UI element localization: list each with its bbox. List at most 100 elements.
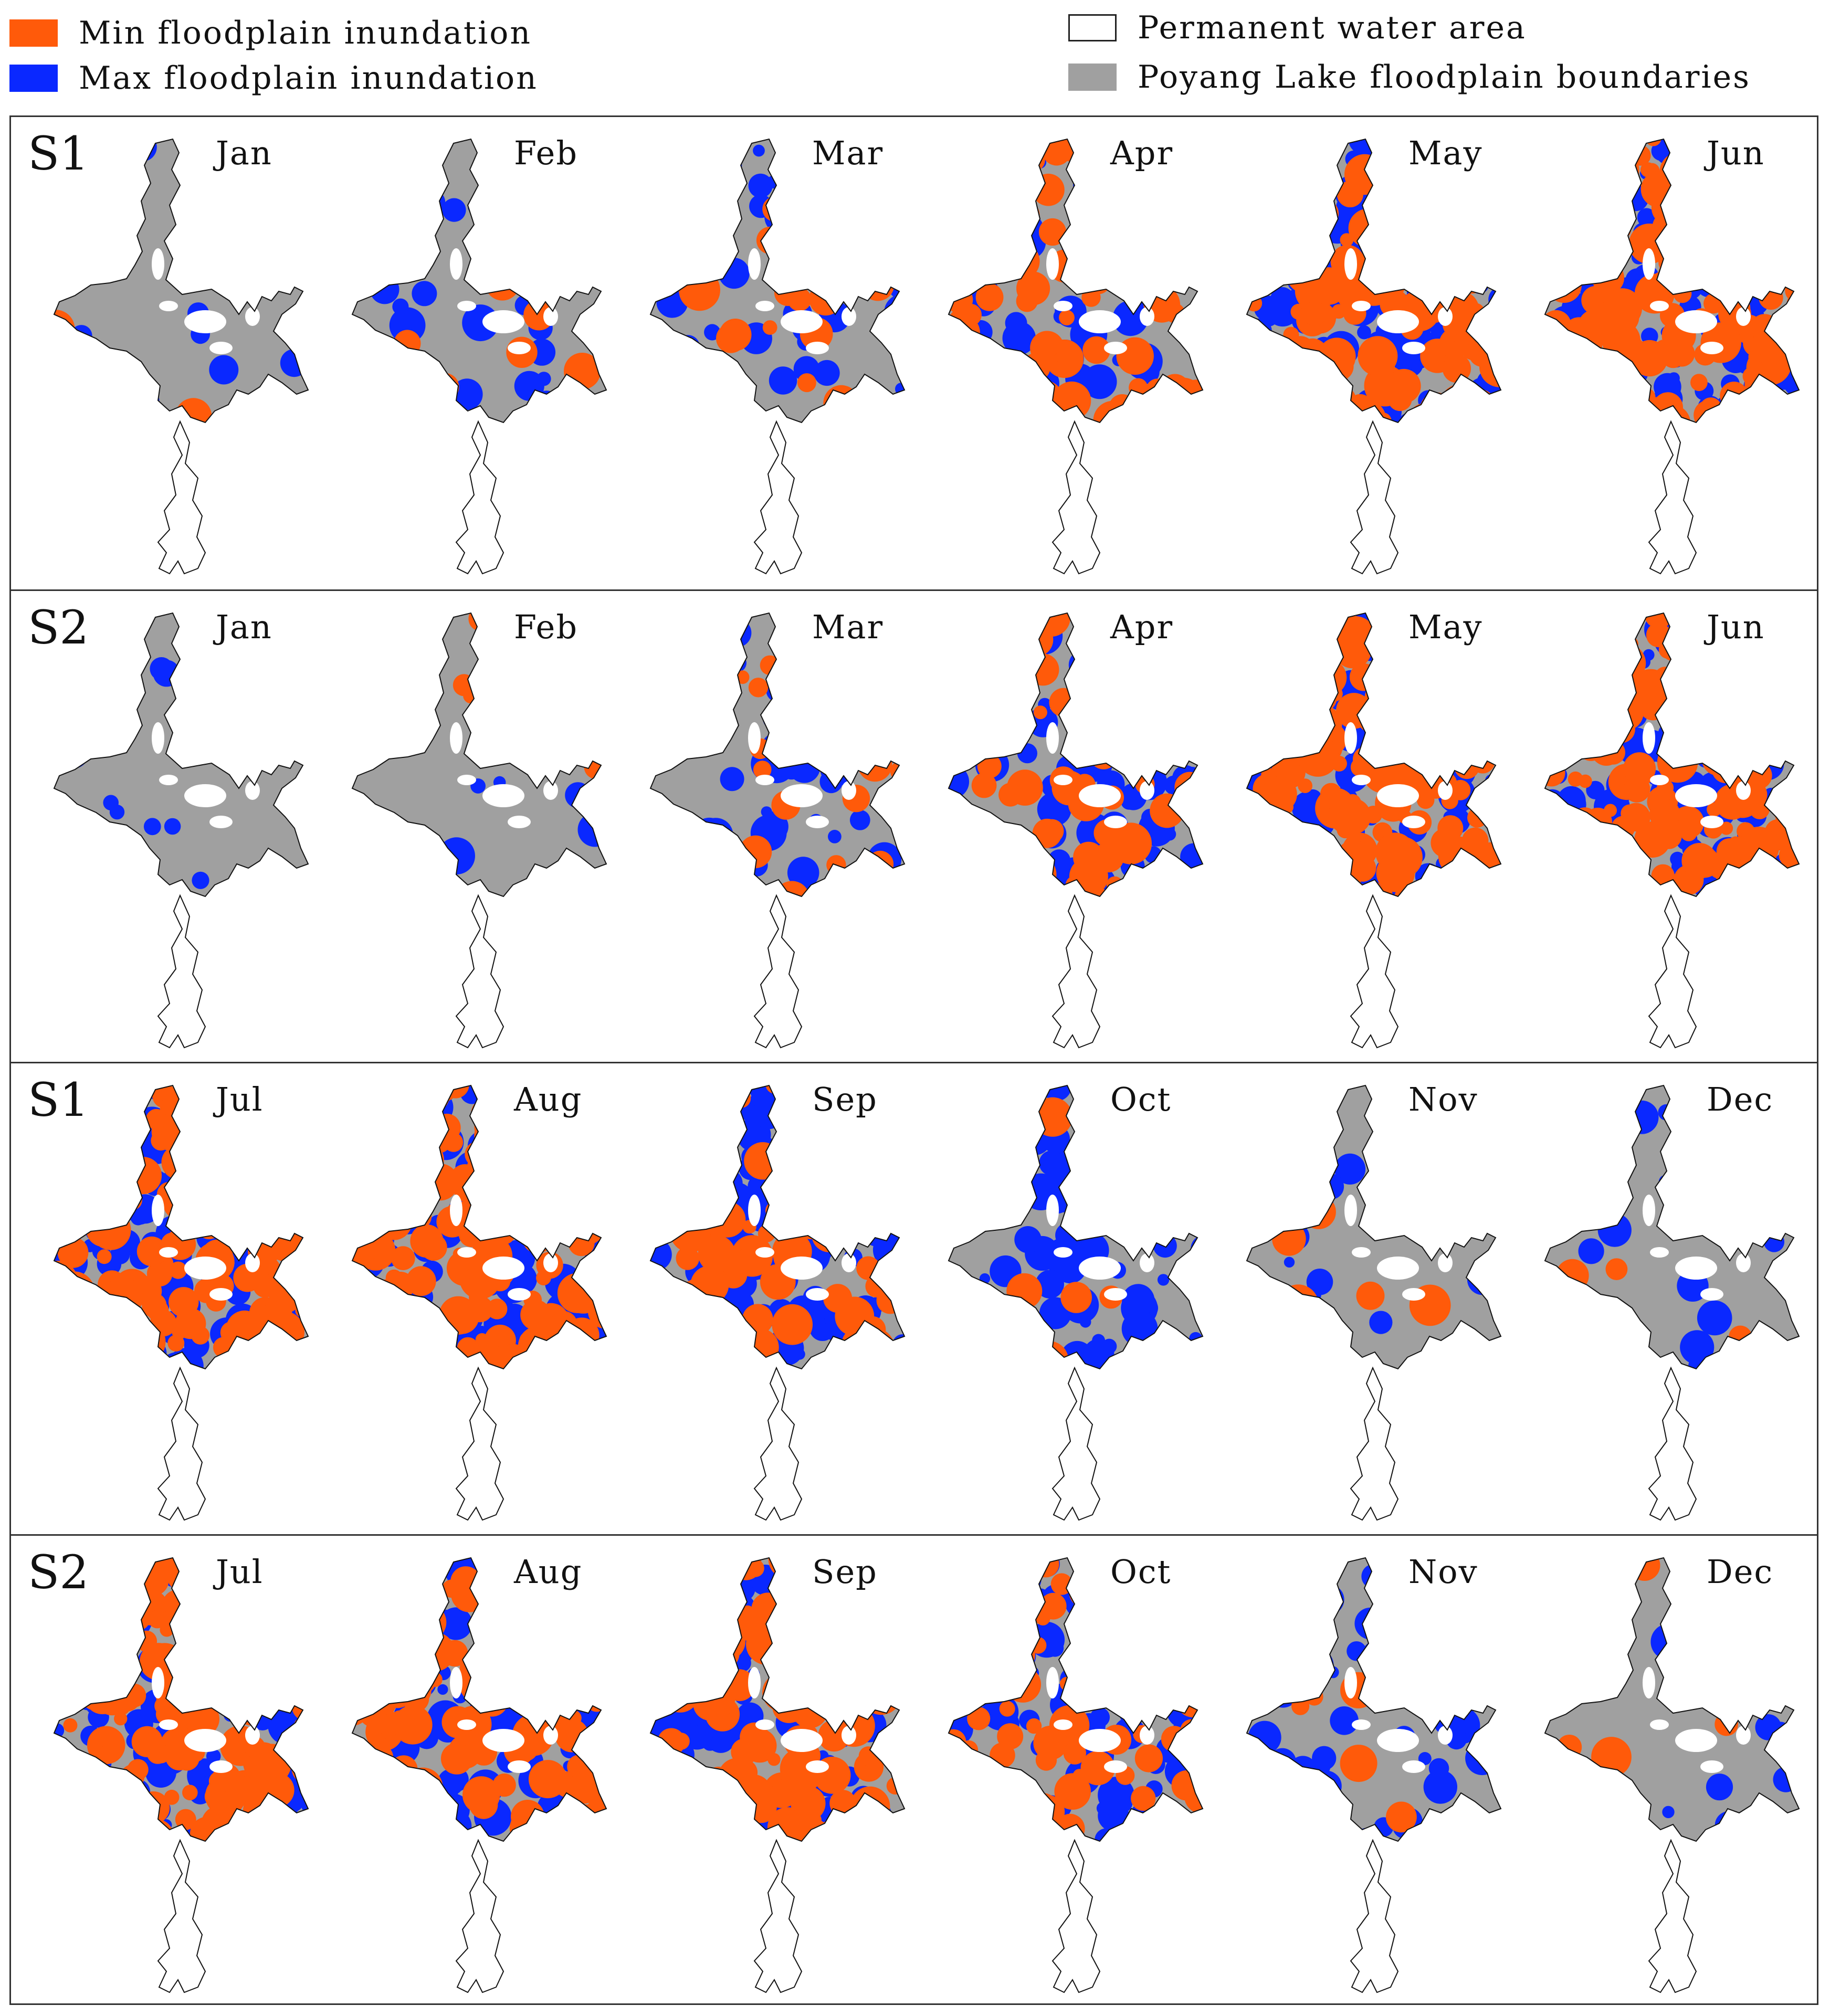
max-inundation-patch bbox=[1007, 722, 1018, 733]
max-inundation-patch bbox=[1387, 1641, 1406, 1660]
max-inundation-patch bbox=[1011, 1666, 1027, 1682]
min-inundation-patch bbox=[1716, 838, 1743, 865]
min-inundation-patch bbox=[703, 1825, 742, 1841]
max-inundation-patch bbox=[250, 1150, 275, 1176]
max-inundation-patch bbox=[1670, 161, 1690, 181]
max-inundation-patch bbox=[1445, 873, 1457, 884]
max-inundation-patch bbox=[1116, 227, 1154, 265]
min-inundation-patch bbox=[401, 1666, 424, 1690]
min-inundation-patch bbox=[66, 1575, 106, 1615]
max-inundation-patch bbox=[366, 1804, 384, 1823]
max-inundation-patch bbox=[779, 1139, 811, 1171]
max-inundation-patch bbox=[1773, 1767, 1799, 1792]
max-inundation-patch bbox=[777, 234, 805, 262]
max-inundation-patch bbox=[953, 1558, 977, 1581]
max-inundation-patch bbox=[1112, 688, 1141, 716]
max-inundation-patch bbox=[122, 1778, 151, 1807]
max-inundation-patch bbox=[796, 185, 816, 205]
min-inundation-patch bbox=[1726, 251, 1742, 267]
permanent-water-patch bbox=[450, 248, 462, 280]
max-inundation-patch bbox=[1776, 677, 1799, 699]
min-inundation-patch bbox=[352, 1342, 375, 1369]
min-inundation-patch bbox=[229, 1156, 253, 1179]
min-inundation-patch bbox=[1256, 651, 1297, 692]
max-inundation-patch bbox=[77, 1149, 89, 1162]
max-inundation-patch bbox=[382, 181, 416, 215]
min-inundation-patch bbox=[180, 1569, 210, 1599]
max-inundation-patch bbox=[950, 1685, 970, 1705]
min-inundation-patch bbox=[1076, 241, 1111, 277]
max-inundation-patch bbox=[967, 1194, 985, 1212]
max-inundation-patch bbox=[949, 836, 960, 849]
max-inundation-patch bbox=[352, 1195, 387, 1231]
min-inundation-patch bbox=[1016, 290, 1038, 312]
max-inundation-patch bbox=[1315, 617, 1340, 642]
min-inundation-patch bbox=[1583, 807, 1612, 837]
min-inundation-patch bbox=[1591, 849, 1619, 879]
max-inundation-patch bbox=[354, 1085, 365, 1090]
max-inundation-patch bbox=[173, 234, 188, 249]
max-inundation-patch bbox=[1573, 174, 1586, 188]
max-inundation-patch bbox=[1604, 177, 1637, 211]
permanent-water-patch bbox=[179, 659, 190, 701]
max-inundation-patch bbox=[1471, 275, 1484, 287]
max-inundation-patch bbox=[1247, 1567, 1260, 1588]
min-inundation-patch bbox=[692, 1323, 708, 1339]
max-inundation-patch bbox=[378, 1665, 396, 1683]
max-inundation-patch bbox=[1249, 1590, 1263, 1603]
min-inundation-patch bbox=[1786, 139, 1799, 158]
month-label: Jul bbox=[216, 1553, 264, 1591]
max-inundation-patch bbox=[863, 1184, 880, 1200]
max-inundation-patch bbox=[259, 1802, 285, 1827]
max-inundation-patch bbox=[575, 1353, 606, 1369]
max-inundation-patch bbox=[186, 241, 207, 262]
min-inundation-patch bbox=[1188, 877, 1202, 891]
scenario-label: S2 bbox=[28, 1545, 89, 1599]
max-inundation-patch bbox=[1184, 694, 1203, 728]
max-inundation-patch bbox=[1178, 1198, 1203, 1230]
min-inundation-patch bbox=[534, 1829, 552, 1841]
min-inundation-patch bbox=[1259, 884, 1291, 896]
min-inundation-patch bbox=[544, 1131, 559, 1144]
min-inundation-patch bbox=[470, 1137, 506, 1173]
max-inundation-patch bbox=[83, 1293, 95, 1305]
min-inundation-patch bbox=[550, 1834, 571, 1841]
min-inundation-patch bbox=[513, 1654, 546, 1687]
min-inundation-patch bbox=[1129, 378, 1148, 397]
min-inundation-patch bbox=[368, 1160, 393, 1185]
min-inundation-patch bbox=[772, 1778, 800, 1806]
min-inundation-patch bbox=[1368, 881, 1382, 895]
min-inundation-patch bbox=[244, 1209, 272, 1237]
map-panel-jul: Jul bbox=[27, 1063, 326, 1536]
min-inundation-patch bbox=[1606, 871, 1647, 896]
min-inundation-patch bbox=[1658, 261, 1685, 288]
min-inundation-patch bbox=[1771, 613, 1796, 627]
max-inundation-patch bbox=[1545, 1805, 1573, 1836]
min-inundation-patch bbox=[1545, 852, 1576, 883]
permanent-water-patch bbox=[1377, 310, 1419, 333]
max-inundation-patch bbox=[1170, 1592, 1183, 1605]
max-inundation-patch bbox=[1458, 879, 1492, 896]
min-inundation-patch bbox=[889, 1141, 905, 1157]
min-inundation-patch bbox=[1247, 367, 1266, 386]
max-inundation-patch bbox=[949, 671, 978, 702]
min-inundation-patch bbox=[1003, 1771, 1026, 1793]
min-inundation-patch bbox=[1574, 1762, 1598, 1787]
river-channel bbox=[1052, 421, 1100, 574]
min-inundation-patch bbox=[468, 613, 493, 631]
max-inundation-patch bbox=[1254, 698, 1288, 732]
max-inundation-patch bbox=[1576, 409, 1608, 423]
min-inundation-patch bbox=[1554, 613, 1586, 629]
permanent-water-patch bbox=[748, 722, 761, 754]
min-inundation-patch bbox=[420, 1558, 440, 1570]
max-inundation-patch bbox=[704, 1821, 742, 1841]
min-inundation-patch bbox=[1147, 244, 1187, 284]
max-inundation-patch bbox=[1247, 1646, 1276, 1680]
map-panel-jan: Jan bbox=[27, 117, 326, 589]
max-inundation-patch bbox=[408, 1145, 436, 1173]
min-inundation-patch bbox=[54, 1285, 78, 1326]
max-inundation-patch bbox=[808, 221, 840, 254]
max-inundation-patch bbox=[1362, 244, 1393, 275]
max-inundation-patch bbox=[1361, 1640, 1395, 1674]
max-inundation-patch bbox=[93, 1105, 124, 1136]
